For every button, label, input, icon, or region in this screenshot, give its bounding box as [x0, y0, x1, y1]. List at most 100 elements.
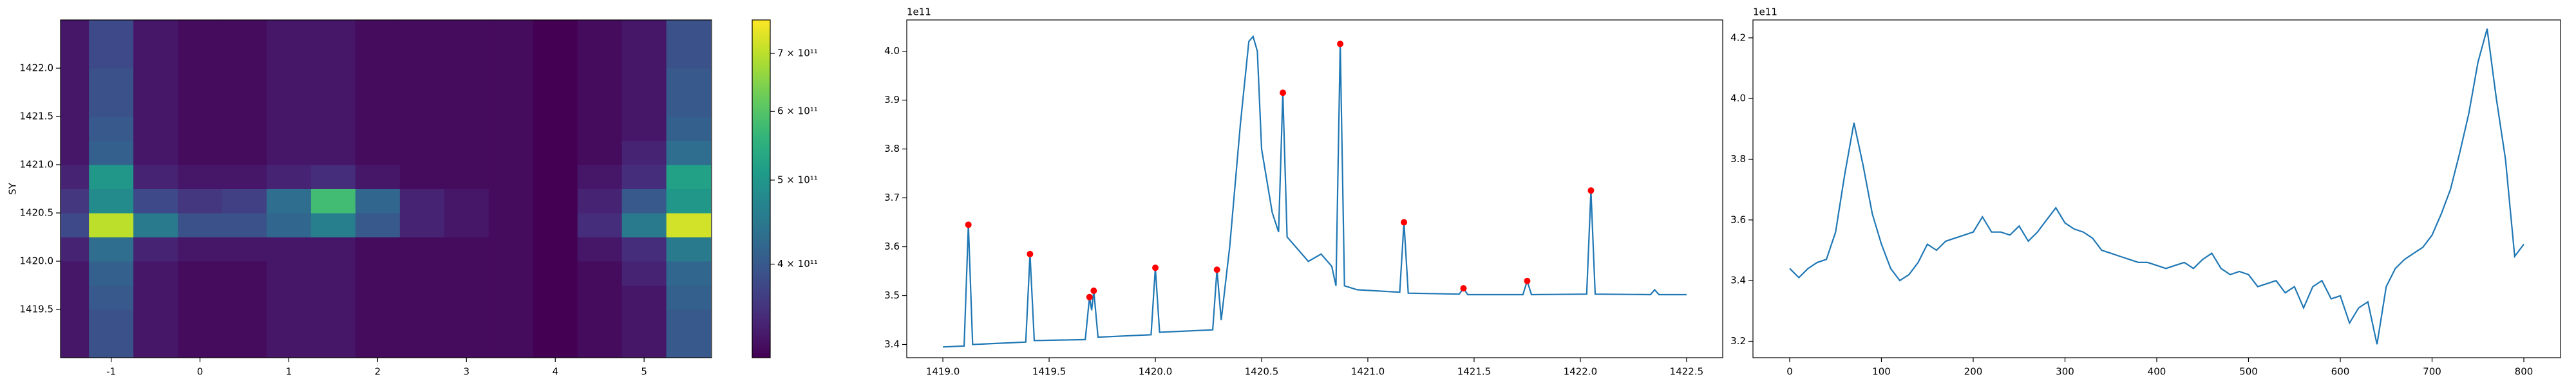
heatmap-cell — [666, 92, 712, 117]
x-tick-label: 5 — [641, 366, 647, 378]
x-tick-label: 100 — [1872, 366, 1891, 378]
heatmap-cell — [444, 165, 489, 189]
heatmap-cell — [178, 116, 223, 141]
heatmap-cell — [399, 237, 445, 262]
heatmap-cell — [61, 116, 90, 141]
heatmap-cell — [266, 20, 312, 44]
heatmap-cell — [444, 188, 489, 214]
heatmap-cell — [488, 20, 534, 44]
heatmap-cell — [89, 261, 134, 286]
heatmap-cell — [266, 237, 312, 262]
y-tick-label: 1420.0 — [20, 255, 54, 267]
x-tick-label: -1 — [106, 366, 116, 378]
heatmap-cell — [666, 309, 712, 334]
heatmap-cell — [89, 140, 134, 165]
heatmap-cell — [488, 165, 534, 189]
peak-marker — [1337, 41, 1344, 48]
y-tick-label: 4.0 — [1730, 93, 1746, 104]
heatmap-cell — [666, 68, 712, 93]
heatmap-cell — [178, 68, 223, 93]
heatmap-cell — [89, 188, 134, 214]
heatmap-cell — [355, 309, 401, 334]
heatmap-cell — [222, 20, 267, 44]
peak-marker — [965, 221, 972, 228]
heatmap-cell — [310, 116, 356, 141]
x-tick-label: 600 — [2331, 366, 2350, 378]
heatmap-cell — [533, 188, 578, 214]
heatmap-cell — [61, 140, 90, 165]
heatmap-cell — [178, 20, 223, 44]
heatmap-cell — [488, 237, 534, 262]
heatmap-cell — [399, 188, 445, 214]
heatmap-cell — [310, 20, 356, 44]
heatmap-cell — [133, 92, 178, 117]
x-tick-label: 0 — [1786, 366, 1793, 378]
heatmap-cell — [577, 261, 623, 286]
heatmap-cell — [222, 309, 267, 334]
heatmap-cell — [621, 165, 667, 189]
heatmap-cell — [266, 213, 312, 237]
peak-marker — [1460, 285, 1467, 292]
heatmap-cell — [488, 140, 534, 165]
heatmap-cell — [133, 20, 178, 44]
heatmap-cell — [621, 261, 667, 286]
y-axis-label: SY — [7, 182, 19, 195]
heatmap-cell — [399, 116, 445, 141]
heatmap-cell — [89, 237, 134, 262]
peak-marker — [1280, 89, 1287, 96]
axis-offset-label: 1e11 — [1753, 6, 1777, 18]
heatmap-cell — [399, 44, 445, 69]
heatmap-cell — [61, 68, 90, 93]
heatmap-cell — [621, 237, 667, 262]
heatmap-cell — [61, 44, 90, 69]
heatmap-cell — [61, 261, 90, 286]
heatmap-cell — [222, 116, 267, 141]
heatmap-cell — [533, 44, 578, 69]
heatmap-cell — [222, 140, 267, 165]
peak-marker — [1152, 264, 1159, 271]
y-tick-label: 3.2 — [1730, 335, 1746, 347]
heatmap-cell — [133, 213, 178, 237]
heatmap-cell — [355, 237, 401, 262]
heatmap-cell — [310, 261, 356, 286]
peak-marker — [1587, 187, 1595, 194]
heatmap-cell — [533, 140, 578, 165]
data-line — [1789, 28, 2524, 345]
heatmap-cell — [488, 116, 534, 141]
heatmap-cell — [355, 333, 401, 358]
x-tick-label: 1422.5 — [1670, 366, 1704, 378]
heatmap-cell — [222, 92, 267, 117]
y-tick-label: 3.4 — [1730, 275, 1746, 286]
heatmap-cell — [61, 213, 90, 237]
axis-offset-label: 1e11 — [907, 6, 931, 18]
y-tick-label: 1421.0 — [20, 159, 54, 170]
heatmap-cell — [533, 285, 578, 310]
x-tick-label: 1419.0 — [926, 366, 960, 378]
heatmap-cell — [133, 237, 178, 262]
heatmap-cell — [355, 116, 401, 141]
y-tick-label: 3.8 — [1730, 153, 1746, 165]
plot-frame — [60, 19, 712, 358]
heatmap-cell — [266, 188, 312, 214]
heatmap-cell — [399, 333, 445, 358]
cbar-tick-label: 7 × 10¹¹ — [777, 47, 818, 59]
heatmap-cell — [666, 140, 712, 165]
heatmap-cell — [266, 68, 312, 93]
heatmap-cell — [399, 68, 445, 93]
heatmap-cell — [577, 44, 623, 69]
heatmap-cell — [399, 261, 445, 286]
heatmap-cell — [666, 237, 712, 262]
x-tick-label: 200 — [1964, 366, 1983, 378]
x-tick-label: 500 — [2239, 366, 2258, 378]
heatmap-cell — [399, 213, 445, 237]
heatmap-cell — [444, 261, 489, 286]
x-tick-label: 1420.0 — [1139, 366, 1173, 378]
heatmap-cell — [310, 237, 356, 262]
heatmap-cell — [621, 68, 667, 93]
heatmap-cell — [89, 20, 134, 44]
heatmap-cell — [133, 116, 178, 141]
heatmap-cell — [533, 261, 578, 286]
y-tick-label: 1421.5 — [20, 111, 54, 122]
heatmap-cell — [178, 213, 223, 237]
heatmap-cell — [266, 285, 312, 310]
